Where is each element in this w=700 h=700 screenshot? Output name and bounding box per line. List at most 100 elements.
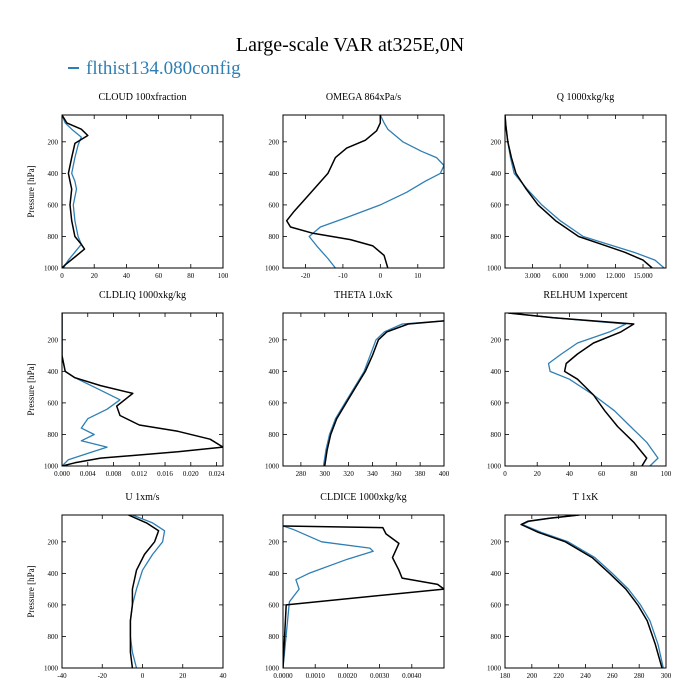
- y-tick-label: 800: [48, 431, 59, 439]
- x-tick-label: 0.000: [54, 470, 70, 478]
- x-tick-label: -20: [98, 672, 108, 680]
- x-tick-label: 400: [439, 470, 450, 478]
- x-tick-label: 0: [503, 470, 507, 478]
- legend: flthist134.080config: [68, 58, 241, 80]
- y-tick-label: 400: [491, 170, 502, 178]
- x-tick-label: 100: [661, 470, 672, 478]
- experiment-profile-line: [308, 115, 444, 268]
- x-tick-label: 0.0010: [306, 672, 326, 680]
- x-tick-label: 60: [155, 272, 163, 280]
- control-profile-line: [285, 115, 389, 268]
- y-tick-label: 600: [48, 399, 59, 407]
- plot-frame: [61, 114, 224, 269]
- x-tick-label: 0.0030: [370, 672, 390, 680]
- x-tick-label: 0: [379, 272, 383, 280]
- y-tick-label: 400: [269, 170, 280, 178]
- control-profile-line: [520, 515, 663, 668]
- y-axis-label: Pressure [hPa]: [26, 565, 36, 617]
- y-tick-label: 400: [48, 368, 59, 376]
- x-tick-label: 20: [91, 272, 99, 280]
- panel-title: CLDICE 1000xkg/kg: [320, 492, 406, 503]
- x-tick-label: 0.016: [157, 470, 173, 478]
- experiment-profile-line: [322, 320, 444, 466]
- plot-frame: [61, 312, 224, 467]
- x-tick-label: 240: [580, 672, 591, 680]
- y-tick-label: 1000: [265, 463, 280, 471]
- x-tick-label: 280: [296, 470, 307, 478]
- panel-title: U 1xm/s: [125, 492, 159, 503]
- x-tick-label: 3.000: [525, 272, 541, 280]
- experiment-profile-line: [521, 515, 664, 668]
- x-tick-label: 20: [534, 470, 542, 478]
- y-tick-label: 200: [48, 138, 59, 146]
- y-tick-label: 400: [48, 570, 59, 578]
- x-tick-label: 320: [343, 470, 354, 478]
- plot-frame: [504, 312, 667, 467]
- y-tick-label: 1000: [487, 463, 502, 471]
- y-tick-label: 1000: [487, 265, 502, 273]
- experiment-profile-line: [283, 525, 374, 668]
- control-profile-line: [505, 115, 653, 268]
- control-profile-line: [128, 515, 160, 668]
- x-tick-label: 0.012: [131, 470, 147, 478]
- x-tick-label: 0.0020: [338, 672, 358, 680]
- legend-line-icon: [68, 66, 79, 69]
- experiment-profile-line: [62, 115, 82, 268]
- panel-5: RELHUM 1xpercent 0 20 40 60 80 100 200 400 600 800…: [487, 290, 672, 478]
- panel-title: THETA 1.0xK: [334, 290, 393, 301]
- x-tick-label: 60: [598, 470, 606, 478]
- y-tick-label: 1000: [44, 463, 59, 471]
- x-tick-label: 0.004: [80, 470, 96, 478]
- panel-title: CLOUD 100xfraction: [98, 92, 186, 103]
- x-tick-label: 20: [179, 672, 187, 680]
- x-tick-label: 40: [220, 672, 228, 680]
- x-tick-label: 360: [391, 470, 402, 478]
- y-axis-label: Pressure [hPa]: [26, 363, 36, 415]
- panel-title: OMEGA 864xPa/s: [326, 92, 401, 103]
- x-tick-label: 260: [607, 672, 618, 680]
- y-tick-label: 600: [269, 399, 280, 407]
- y-tick-label: 1000: [265, 265, 280, 273]
- control-profile-line: [323, 320, 444, 466]
- x-tick-label: -40: [57, 672, 67, 680]
- x-tick-label: 380: [415, 470, 426, 478]
- panel-1: OMEGA 864xPa/s -20 -10 0 10 200 400 600 800 1000: [265, 92, 445, 280]
- panel-6: U 1xm/s Pressure [hPa] -40 -20 0 20 40 200 400 60…: [26, 492, 227, 680]
- x-tick-label: 15.000: [633, 272, 653, 280]
- plot-frame: [61, 514, 224, 669]
- x-tick-label: 0.0040: [402, 672, 422, 680]
- y-tick-label: 1000: [44, 665, 59, 673]
- x-tick-label: 180: [500, 672, 511, 680]
- y-tick-label: 400: [491, 368, 502, 376]
- x-tick-label: 40: [566, 470, 574, 478]
- panel-0: CLOUD 100xfraction Pressure [hPa] 0 20 40 60 8…: [26, 92, 229, 280]
- experiment-profile-line: [129, 515, 166, 668]
- y-tick-label: 200: [269, 138, 280, 146]
- x-tick-label: 0.024: [209, 470, 225, 478]
- experiment-profile-line: [62, 313, 121, 466]
- x-tick-label: 0: [60, 272, 64, 280]
- y-tick-label: 800: [269, 633, 280, 641]
- x-tick-label: 0.020: [183, 470, 199, 478]
- y-axis-label: Pressure [hPa]: [26, 165, 36, 217]
- plot-frame: [504, 514, 667, 669]
- control-profile-line: [62, 115, 89, 268]
- plot-frame: [282, 514, 445, 669]
- x-tick-label: 80: [187, 272, 195, 280]
- y-tick-label: 1000: [44, 265, 59, 273]
- x-tick-label: 12.000: [606, 272, 626, 280]
- y-tick-label: 800: [269, 233, 280, 241]
- plot-frame: [504, 114, 667, 269]
- y-tick-label: 600: [269, 601, 280, 609]
- page-title: Large-scale VAR at325E,0N: [235, 34, 465, 56]
- y-tick-label: 400: [269, 570, 280, 578]
- panel-8: T 1xK 180 200 220 240 260 280 300 200 400 600 800 10…: [487, 492, 672, 680]
- y-tick-label: 1000: [487, 665, 502, 673]
- y-tick-label: 200: [491, 138, 502, 146]
- x-tick-label: 10: [414, 272, 422, 280]
- experiment-profile-line: [508, 313, 659, 466]
- y-tick-label: 400: [269, 368, 280, 376]
- control-profile-line: [283, 525, 444, 668]
- panel-title: CLDLIQ 1000xkg/kg: [99, 290, 186, 301]
- x-tick-label: 0: [141, 672, 145, 680]
